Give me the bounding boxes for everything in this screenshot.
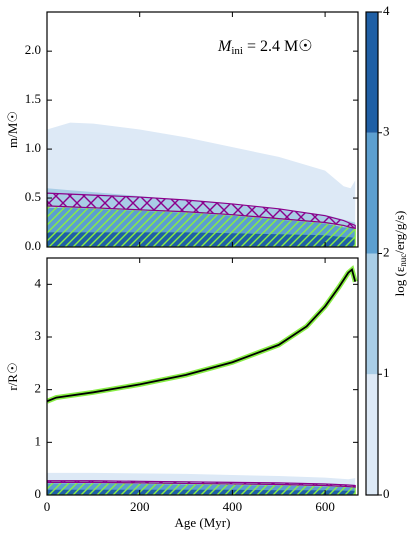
axes-frame [46, 257, 359, 496]
x-axis-label: Age (Myr) [175, 515, 231, 530]
y-tick-label: 3 [35, 328, 42, 343]
plot-area [47, 122, 356, 247]
colorbar-segment [366, 253, 378, 375]
colorbar-label: log (εnuc/erg/g/s) [392, 211, 408, 297]
annotation-rest: = 2.4 M☉ [243, 38, 313, 55]
colorbar-segment [366, 12, 378, 133]
colorbar-tick-label: 4 [383, 3, 390, 18]
y-tick-label: 4 [35, 275, 42, 290]
radius-line [47, 267, 357, 403]
x-tick-label: 400 [223, 499, 243, 514]
y-tick-label: 0 [35, 486, 42, 501]
annotation: Mini = 2.4 M☉ [217, 38, 313, 57]
y-axis-label: m/M☉ [5, 111, 20, 148]
colorbar-tick-label: 0 [383, 486, 390, 501]
colorbar-label-rest: /erg/g/s) [392, 211, 407, 254]
colorbar-segment [366, 132, 378, 254]
colorbar-tick-label: 1 [383, 365, 390, 380]
y-tick-label: 2.0 [25, 42, 41, 57]
hatched-region [47, 192, 356, 230]
y-tick-label: 2 [35, 381, 42, 396]
radius-line-edge [47, 265, 358, 404]
colorbar-segment [366, 374, 378, 495]
y-tick-label: 0.0 [25, 238, 41, 253]
x-tick-label: 0 [44, 499, 51, 514]
y-axis-label: r/R☉ [5, 362, 20, 390]
hatched-region [47, 480, 356, 488]
x-tick-label: 600 [315, 499, 335, 514]
colorbar-label-sub: nuc [398, 254, 408, 267]
axes-frame [46, 11, 359, 248]
colorbar-tick-label: 2 [383, 244, 390, 259]
y-tick-label: 0.5 [25, 189, 41, 204]
annotation-symbol: M [217, 38, 233, 55]
x-tick-label: 200 [130, 499, 150, 514]
y-tick-label: 1.0 [25, 140, 41, 155]
y-tick-label: 1 [35, 433, 42, 448]
colorbar-label-main: log (ε [392, 266, 407, 296]
colorbar-tick-label: 3 [383, 124, 390, 139]
y-tick-label: 1.5 [25, 91, 41, 106]
plot-area [47, 265, 358, 495]
annotation-sub: ini [231, 45, 243, 57]
